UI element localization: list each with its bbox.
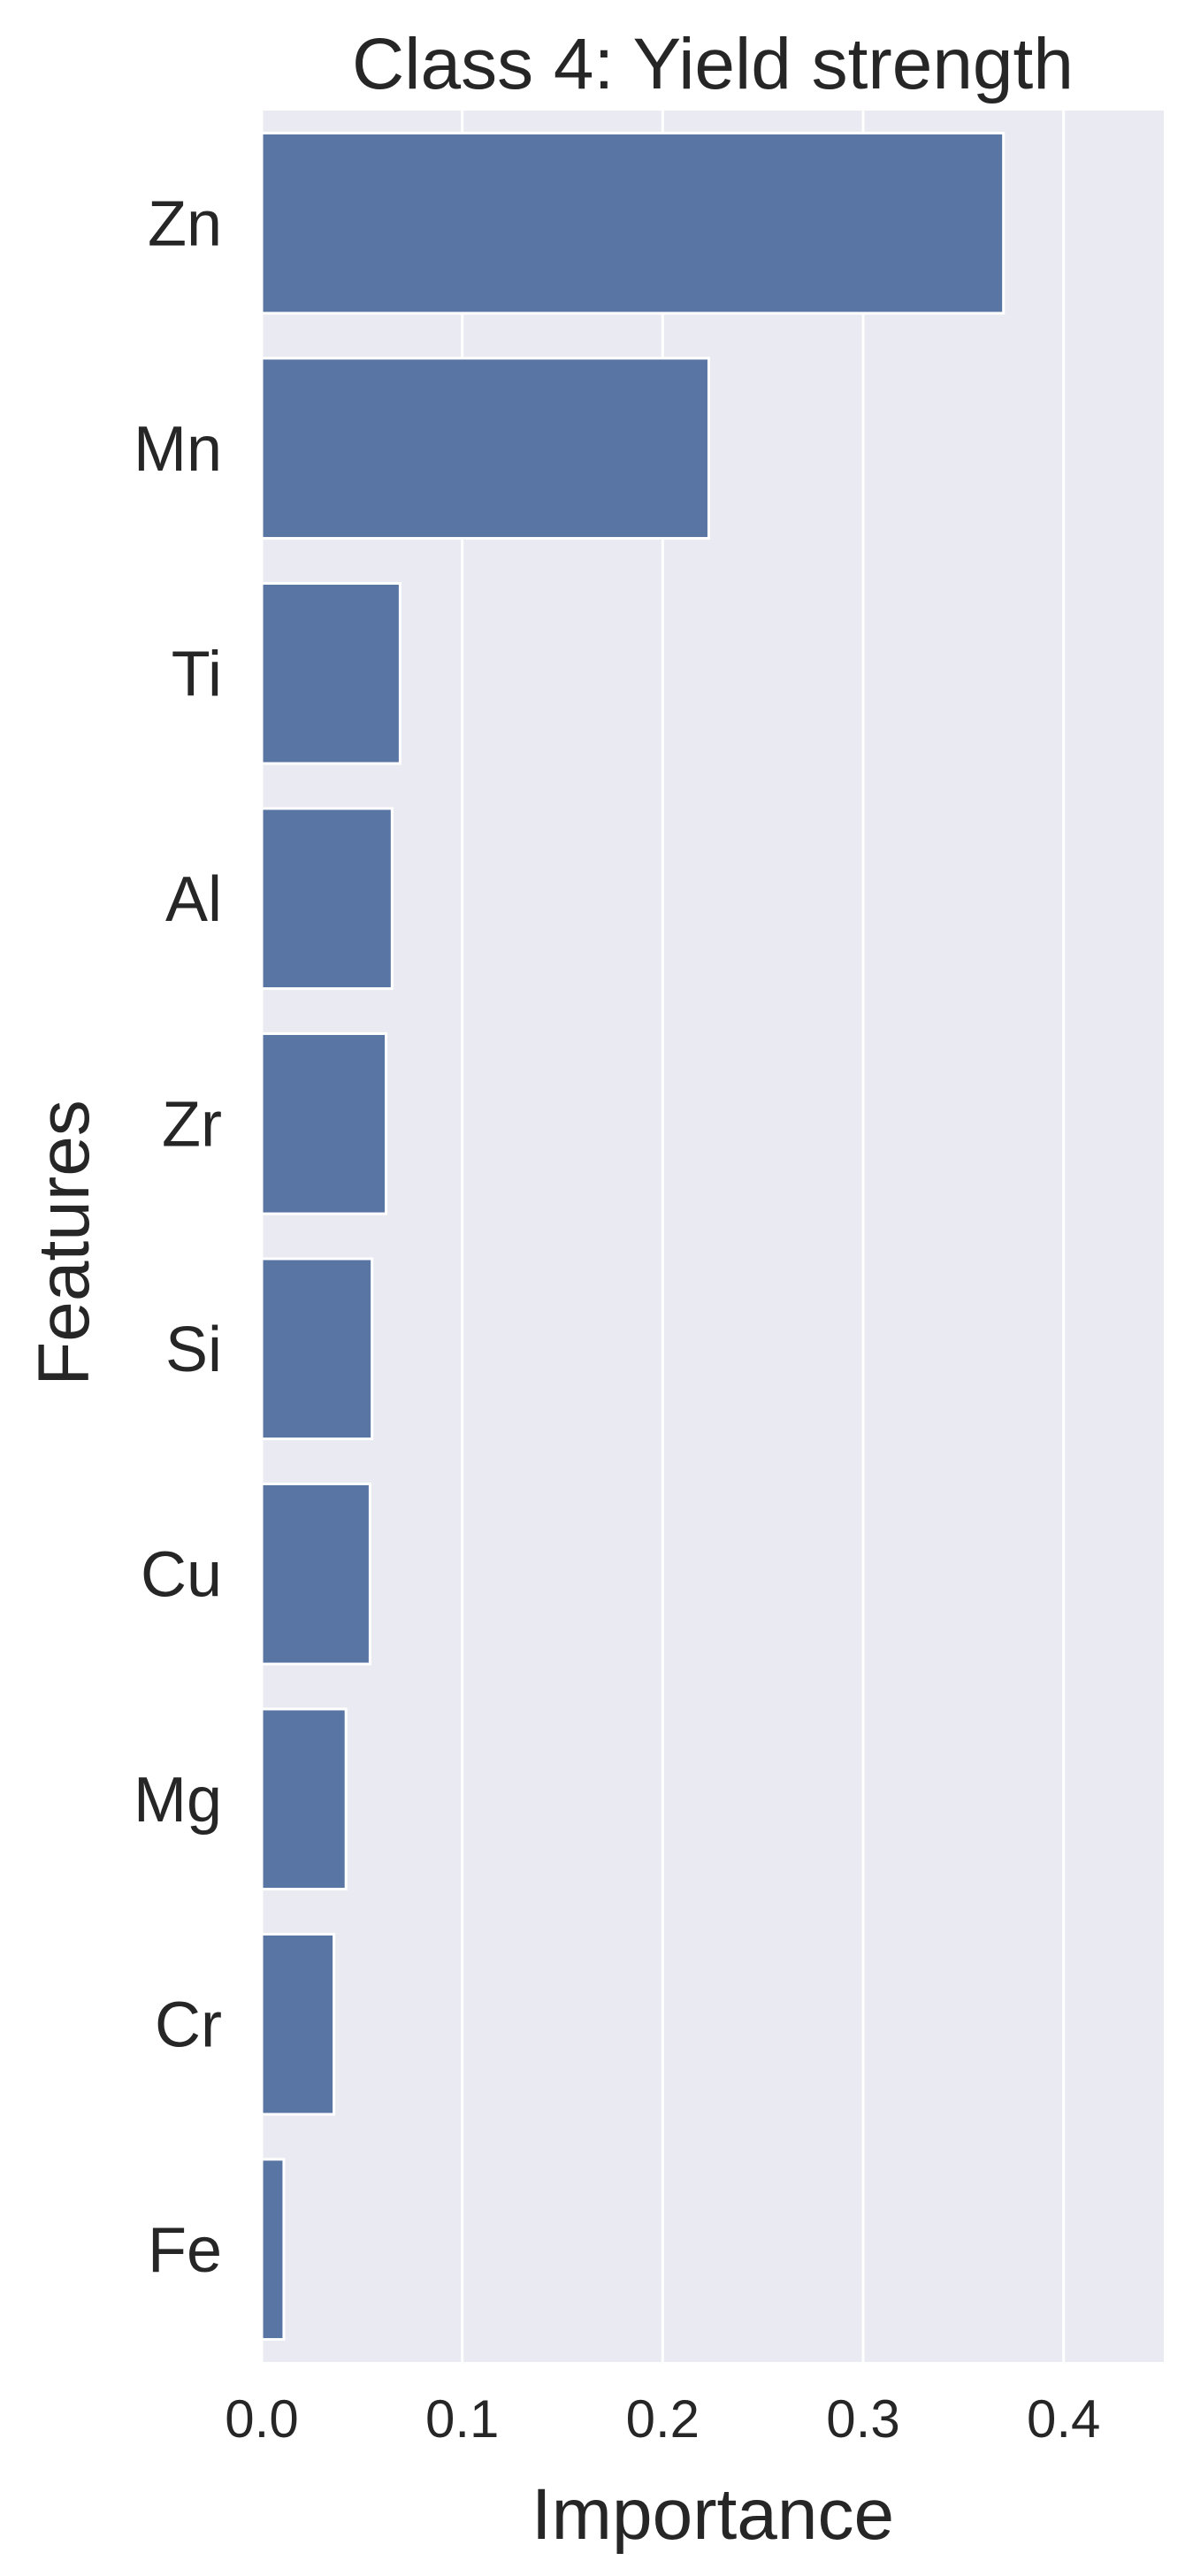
bar-al <box>260 807 394 991</box>
x-tick-label: 0.1 <box>425 2389 499 2449</box>
y-tick-label-fe: Fe <box>148 2215 222 2286</box>
x-axis-label: Importance <box>531 2474 894 2555</box>
bar-ti <box>260 581 401 765</box>
bar-si <box>260 1257 374 1441</box>
y-tick-label-cr: Cr <box>155 1990 222 2060</box>
chart-title: Class 4: Yield strength <box>352 24 1074 104</box>
bar-mn <box>260 356 710 540</box>
y-tick-label-mn: Mn <box>134 414 222 485</box>
bar-zn <box>260 131 1006 315</box>
y-tick-label-cu: Cu <box>141 1539 222 1610</box>
x-tick-label: 0.0 <box>225 2389 298 2449</box>
x-tick-label: 0.3 <box>826 2389 899 2449</box>
x-tick-label: 0.4 <box>1027 2389 1100 2449</box>
y-axis-label: Features <box>24 1100 104 1386</box>
bar-fe <box>260 2158 286 2342</box>
x-tick-labels: 0.0 0.1 0.2 0.3 0.4 <box>225 2389 1100 2449</box>
y-tick-label-ti: Ti <box>172 639 222 709</box>
bar-cu <box>260 1482 371 1666</box>
y-tick-label-al: Al <box>165 864 222 935</box>
y-tick-label-si: Si <box>165 1315 222 1385</box>
bars <box>260 131 1006 2342</box>
y-tick-label-zr: Zr <box>162 1089 222 1160</box>
y-tick-label-mg: Mg <box>134 1765 222 1836</box>
bar-mg <box>260 1707 348 1891</box>
bar-zr <box>260 1031 388 1215</box>
bar-cr <box>260 1932 336 2116</box>
y-tick-label-zn: Zn <box>148 188 222 259</box>
x-tick-label: 0.2 <box>626 2389 700 2449</box>
y-tick-labels: Zn Mn Ti Al Zr Si Cu Mg Cr Fe <box>134 188 222 2286</box>
